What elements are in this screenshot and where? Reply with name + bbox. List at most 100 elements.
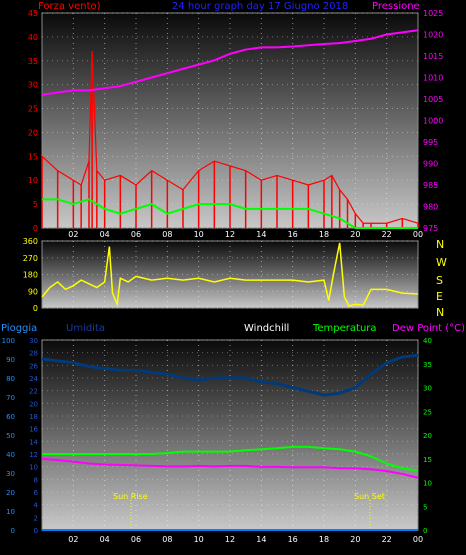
y-left-tick: 5 <box>33 200 38 209</box>
right-axis-label: Pressione <box>372 1 420 12</box>
rain-tick: 40 <box>6 451 15 459</box>
temp-tick: 24 <box>29 375 38 383</box>
legend-windchill: Windchill <box>244 323 289 334</box>
direction-line <box>41 242 419 308</box>
direction-tick: 0 <box>33 304 38 313</box>
y-left-tick: 15 <box>28 152 38 161</box>
x-tick: 20 <box>350 230 360 239</box>
dewpoint-line <box>41 457 419 479</box>
speed-line <box>42 198 418 229</box>
x-tick: 08 <box>162 535 172 544</box>
y-right-tick: 1000 <box>423 117 443 126</box>
direction-tick: 180 <box>23 271 38 280</box>
x-tick: 04 <box>100 535 110 544</box>
temperature-line <box>42 445 419 472</box>
y-right-tick: 1015 <box>423 52 443 61</box>
rain-tick: 80 <box>6 375 15 383</box>
temp-tick: 16 <box>29 426 38 434</box>
right-temp-tick: 0 <box>423 527 427 535</box>
grid-lines <box>42 12 418 531</box>
y-left-tick: 30 <box>28 81 38 90</box>
direction-tick: 360 <box>23 237 38 246</box>
temp-tick: 0 <box>34 527 38 535</box>
y-left-tick: 45 <box>28 9 38 18</box>
right-temp-tick: 15 <box>423 456 432 464</box>
x-tick: 16 <box>288 230 298 239</box>
tick-labels: 0510152025303540459759809859909951000100… <box>2 9 444 544</box>
x-tick: 16 <box>288 535 298 544</box>
right-temp-tick: 40 <box>423 337 432 345</box>
x-tick: 22 <box>382 230 392 239</box>
temp-tick: 10 <box>29 464 38 472</box>
x-tick: 14 <box>256 535 266 544</box>
direction-tick: 90 <box>28 287 38 296</box>
temp-tick: 22 <box>29 388 38 396</box>
x-tick: 18 <box>319 535 329 544</box>
y-left-tick: 0 <box>33 224 38 233</box>
rain-tick: 70 <box>6 394 15 402</box>
y-left-tick: 20 <box>28 128 38 137</box>
chart-marks <box>41 29 419 531</box>
sunset-label: Sun Set <box>354 492 385 501</box>
direction-tick: 270 <box>23 254 38 263</box>
temp-tick: 4 <box>34 502 39 510</box>
legend-temperatura: Temperatura <box>312 323 377 334</box>
y-left-tick: 35 <box>28 57 38 66</box>
x-tick: 12 <box>225 535 235 544</box>
rain-tick: 60 <box>6 413 15 421</box>
rain-tick: 100 <box>2 337 15 345</box>
y-right-tick: 1010 <box>423 74 443 83</box>
compass-n-top: N <box>436 238 444 251</box>
right-temp-tick: 30 <box>423 385 432 393</box>
y-right-tick: 985 <box>423 181 438 190</box>
rain-tick: 30 <box>6 470 15 478</box>
y-left-tick: 10 <box>28 176 38 185</box>
temp-tick: 2 <box>34 514 38 522</box>
y-right-tick: 995 <box>423 138 438 147</box>
x-tick: 12 <box>225 230 235 239</box>
y-right-tick: 1005 <box>423 95 443 104</box>
legend-pioggia: Pioggia <box>1 323 37 334</box>
compass-s: S <box>436 274 443 287</box>
pressure-line <box>41 29 419 96</box>
rain-tick: 0 <box>11 527 15 535</box>
x-tick: 08 <box>162 230 172 239</box>
right-temp-tick: 35 <box>423 361 432 369</box>
temp-tick: 18 <box>29 413 38 421</box>
temp-tick: 6 <box>34 489 39 497</box>
left-axis-label: Forza vento) <box>38 1 101 12</box>
compass-w: W <box>436 256 447 269</box>
temp-tick: 20 <box>29 400 38 408</box>
x-tick: 06 <box>131 535 141 544</box>
rain-tick: 50 <box>6 432 15 440</box>
gust-line <box>41 51 419 224</box>
right-temp-tick: 10 <box>423 480 432 488</box>
x-tick: 10 <box>194 535 204 544</box>
x-tick: 20 <box>350 535 360 544</box>
humidity-line <box>41 353 419 397</box>
x-tick: 00 <box>413 230 423 239</box>
compass-labels: N W S E N <box>436 238 447 319</box>
rain-tick: 10 <box>6 508 15 516</box>
compass-n-bottom: N <box>436 306 444 319</box>
temp-tick: 26 <box>29 362 38 370</box>
temp-tick: 12 <box>29 451 38 459</box>
x-tick: 22 <box>382 535 392 544</box>
y-left-tick: 40 <box>28 33 38 42</box>
y-left-tick: 25 <box>28 105 38 114</box>
right-temp-tick: 25 <box>423 408 432 416</box>
sunrise-label: Sun Rise <box>113 492 148 501</box>
y-right-tick: 990 <box>423 160 438 169</box>
x-tick: 18 <box>319 230 329 239</box>
temp-tick: 8 <box>34 476 38 484</box>
compass-e: E <box>436 290 443 303</box>
right-temp-tick: 20 <box>423 432 432 440</box>
rain-tick: 20 <box>6 489 15 497</box>
legend-umidita: Umidita <box>66 323 105 334</box>
y-right-tick: 1025 <box>423 9 443 18</box>
temp-tick: 14 <box>29 438 38 446</box>
x-tick: 06 <box>131 230 141 239</box>
x-tick: 04 <box>100 230 110 239</box>
